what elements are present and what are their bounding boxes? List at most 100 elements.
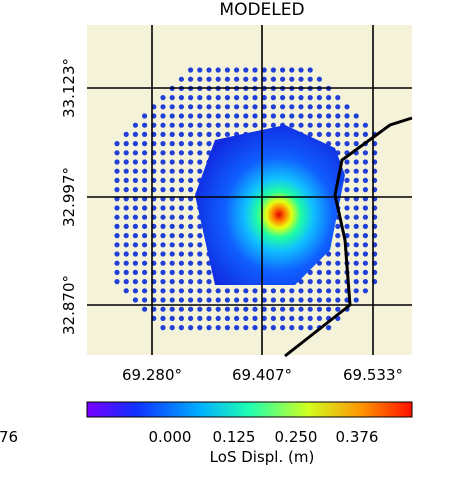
point (169, 205, 175, 211)
point (197, 95, 203, 101)
point (280, 288, 286, 294)
point (188, 279, 194, 285)
point (344, 159, 350, 165)
point (335, 260, 341, 266)
point (142, 159, 148, 165)
point (206, 113, 212, 119)
point (298, 104, 304, 110)
point (234, 67, 240, 73)
point (114, 177, 120, 183)
point (132, 168, 138, 174)
point (197, 260, 203, 266)
point (142, 306, 148, 312)
point (160, 187, 166, 193)
point (197, 223, 203, 229)
point (243, 122, 249, 128)
point (362, 279, 368, 285)
point (270, 76, 276, 82)
point (188, 297, 194, 303)
point (344, 131, 350, 137)
point (353, 122, 359, 128)
point (132, 187, 138, 193)
cropped-label: 76 (0, 428, 18, 446)
point (160, 242, 166, 248)
point (114, 242, 120, 248)
point (197, 113, 203, 119)
point (132, 150, 138, 156)
longitude-label: 69.533° (343, 366, 403, 384)
point (142, 177, 148, 183)
point (289, 306, 295, 312)
point (197, 76, 203, 82)
point (188, 233, 194, 239)
point (252, 306, 258, 312)
point (169, 113, 175, 119)
point (298, 288, 304, 294)
point (169, 269, 175, 275)
point (132, 122, 138, 128)
point (197, 306, 203, 312)
point (123, 288, 129, 294)
point (197, 269, 203, 275)
point (142, 242, 148, 248)
point (316, 288, 322, 294)
point (142, 168, 148, 174)
point (215, 95, 221, 101)
point (234, 104, 240, 110)
point (362, 122, 368, 128)
point (188, 168, 194, 174)
point (316, 279, 322, 285)
point (188, 150, 194, 156)
point (114, 150, 120, 156)
point (142, 279, 148, 285)
point (261, 297, 267, 303)
point (197, 297, 203, 303)
point (197, 141, 203, 147)
colorbar-tick-label: 0.125 (213, 428, 256, 446)
point (188, 242, 194, 248)
point (197, 67, 203, 73)
point (178, 141, 184, 147)
point (206, 269, 212, 275)
point (197, 325, 203, 331)
point (243, 325, 249, 331)
point (215, 67, 221, 73)
point (206, 279, 212, 285)
point (307, 76, 313, 82)
point (362, 251, 368, 257)
point (335, 95, 341, 101)
point (197, 251, 203, 257)
point (224, 297, 230, 303)
point (307, 325, 313, 331)
point (270, 306, 276, 312)
latitude-label: 33.123° (60, 58, 78, 118)
point (160, 95, 166, 101)
point (114, 214, 120, 220)
point (335, 279, 341, 285)
point (188, 325, 194, 331)
point (289, 122, 295, 128)
point (160, 141, 166, 147)
point (206, 95, 212, 101)
point (160, 223, 166, 229)
point (270, 104, 276, 110)
longitude-label: 69.407° (232, 366, 292, 384)
point (353, 223, 359, 229)
point (142, 233, 148, 239)
point (252, 76, 258, 82)
point (243, 306, 249, 312)
point (344, 205, 350, 211)
point (215, 104, 221, 110)
point (132, 205, 138, 211)
point (142, 251, 148, 257)
point (169, 159, 175, 165)
point (335, 242, 341, 248)
point (206, 288, 212, 294)
point (344, 223, 350, 229)
point (142, 260, 148, 266)
point (197, 159, 203, 165)
point (215, 325, 221, 331)
point (280, 104, 286, 110)
point (307, 297, 313, 303)
point (160, 168, 166, 174)
